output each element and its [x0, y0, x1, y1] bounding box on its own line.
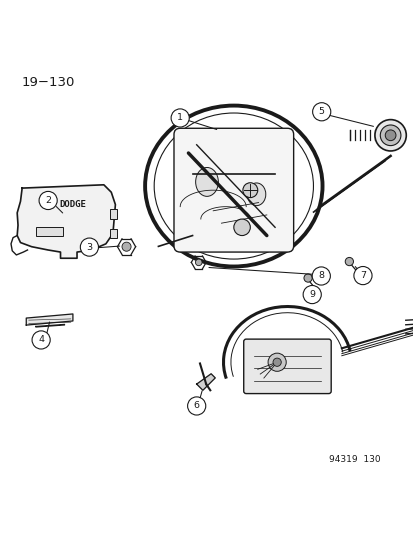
Circle shape	[233, 219, 250, 236]
Circle shape	[187, 397, 205, 415]
Text: 19−130: 19−130	[21, 76, 74, 89]
FancyBboxPatch shape	[243, 339, 330, 393]
Ellipse shape	[195, 167, 218, 196]
Text: 9: 9	[309, 290, 314, 299]
Circle shape	[80, 238, 98, 256]
Circle shape	[380, 125, 400, 146]
Ellipse shape	[247, 183, 265, 206]
Polygon shape	[196, 374, 215, 390]
Polygon shape	[26, 314, 73, 325]
Circle shape	[268, 353, 285, 372]
Text: 2: 2	[45, 196, 51, 205]
FancyBboxPatch shape	[173, 128, 293, 252]
Circle shape	[242, 183, 257, 198]
Circle shape	[385, 130, 395, 141]
Circle shape	[303, 274, 311, 282]
Bar	[36, 227, 62, 236]
Circle shape	[374, 119, 405, 151]
Circle shape	[344, 257, 353, 265]
Text: 7: 7	[359, 271, 365, 280]
Circle shape	[302, 286, 320, 304]
Polygon shape	[17, 185, 115, 259]
Text: 94319  130: 94319 130	[328, 455, 380, 464]
Bar	[110, 229, 117, 238]
Bar	[110, 209, 117, 219]
Circle shape	[353, 266, 371, 285]
Circle shape	[195, 259, 202, 265]
Circle shape	[311, 267, 330, 285]
Circle shape	[272, 358, 280, 366]
Text: 1: 1	[177, 114, 183, 123]
Circle shape	[171, 109, 189, 127]
Text: 5: 5	[318, 107, 324, 116]
Text: 3: 3	[86, 243, 92, 252]
Text: DODGE: DODGE	[59, 200, 86, 209]
Circle shape	[312, 103, 330, 121]
Circle shape	[32, 331, 50, 349]
Text: 6: 6	[193, 401, 199, 410]
Text: 8: 8	[318, 271, 323, 280]
Text: 4: 4	[38, 335, 44, 344]
Circle shape	[39, 191, 57, 209]
Circle shape	[122, 242, 131, 251]
